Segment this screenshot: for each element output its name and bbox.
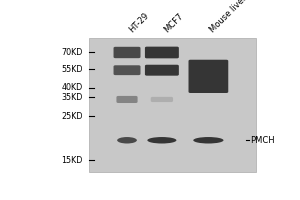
FancyBboxPatch shape xyxy=(113,65,140,75)
FancyBboxPatch shape xyxy=(116,96,138,103)
Text: MCF7: MCF7 xyxy=(162,12,185,35)
Ellipse shape xyxy=(147,137,176,144)
FancyBboxPatch shape xyxy=(188,60,228,93)
FancyBboxPatch shape xyxy=(145,65,179,76)
Text: HT-29: HT-29 xyxy=(127,11,150,35)
Text: PMCH: PMCH xyxy=(250,136,275,145)
Text: 25KD: 25KD xyxy=(61,112,83,121)
Text: 55KD: 55KD xyxy=(61,65,83,74)
FancyBboxPatch shape xyxy=(113,47,140,58)
Text: 15KD: 15KD xyxy=(61,156,83,165)
FancyBboxPatch shape xyxy=(151,97,173,102)
Text: 35KD: 35KD xyxy=(61,93,83,102)
Text: Mouse liver: Mouse liver xyxy=(208,0,249,35)
FancyBboxPatch shape xyxy=(89,38,256,172)
FancyBboxPatch shape xyxy=(145,47,179,58)
Ellipse shape xyxy=(117,137,137,144)
Text: 40KD: 40KD xyxy=(61,83,83,92)
Text: 70KD: 70KD xyxy=(61,48,83,57)
Ellipse shape xyxy=(193,137,224,144)
